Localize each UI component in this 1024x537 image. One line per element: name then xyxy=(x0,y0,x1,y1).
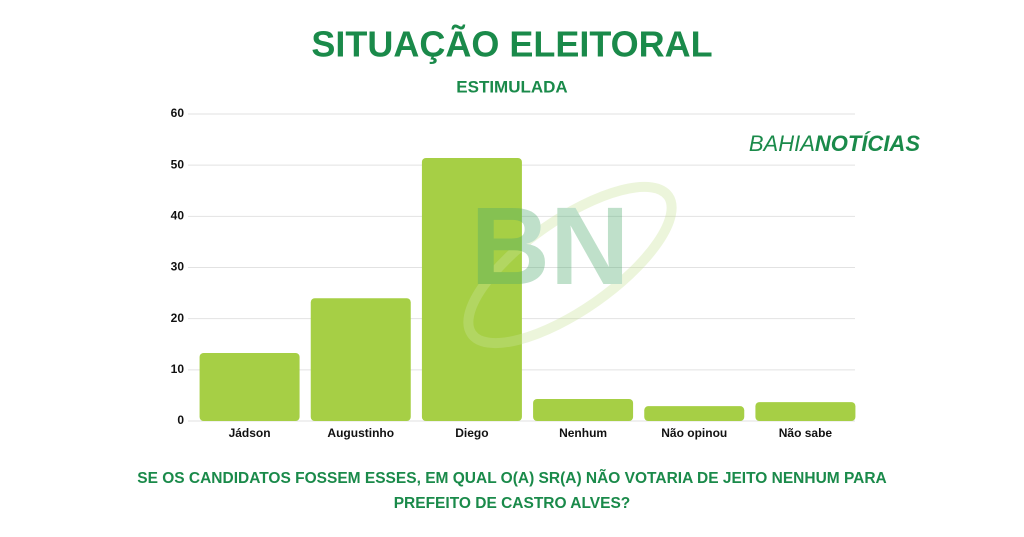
chart-subtitle: ESTIMULADA xyxy=(456,77,567,96)
y-tick-label: 60 xyxy=(171,106,185,120)
watermark-text: BN xyxy=(471,185,630,308)
y-tick-label: 10 xyxy=(171,362,185,376)
y-tick-label: 30 xyxy=(171,260,185,274)
footnote: SE OS CANDIDATOS FOSSEM ESSES, EM QUAL O… xyxy=(137,470,887,512)
y-tick-label: 20 xyxy=(171,311,185,325)
brand-part: BAHIA xyxy=(749,131,815,156)
x-tick-label: Não sabe xyxy=(779,426,833,440)
x-tick-label: Jádson xyxy=(229,426,271,440)
x-tick-label: Nenhum xyxy=(559,426,607,440)
bar xyxy=(310,298,411,421)
y-tick-label: 50 xyxy=(171,157,185,171)
brand-part: NOTÍCIAS xyxy=(815,131,920,156)
y-tick-label: 40 xyxy=(171,209,185,223)
watermark: BN xyxy=(463,181,677,349)
bar xyxy=(755,402,856,421)
watermark-swoosh xyxy=(463,181,677,349)
y-tick-label: 0 xyxy=(177,413,184,427)
x-tick-label: Diego xyxy=(455,426,488,440)
bar xyxy=(533,398,634,421)
bar xyxy=(644,406,745,421)
brand: BAHIANOTÍCIAS xyxy=(749,131,920,156)
bar xyxy=(199,352,300,421)
x-tick-label: Augustinho xyxy=(327,426,394,440)
x-tick-label: Não opinou xyxy=(661,426,727,440)
chart-title: SITUAÇÃO ELEITORAL xyxy=(311,23,712,65)
bar xyxy=(421,158,522,421)
